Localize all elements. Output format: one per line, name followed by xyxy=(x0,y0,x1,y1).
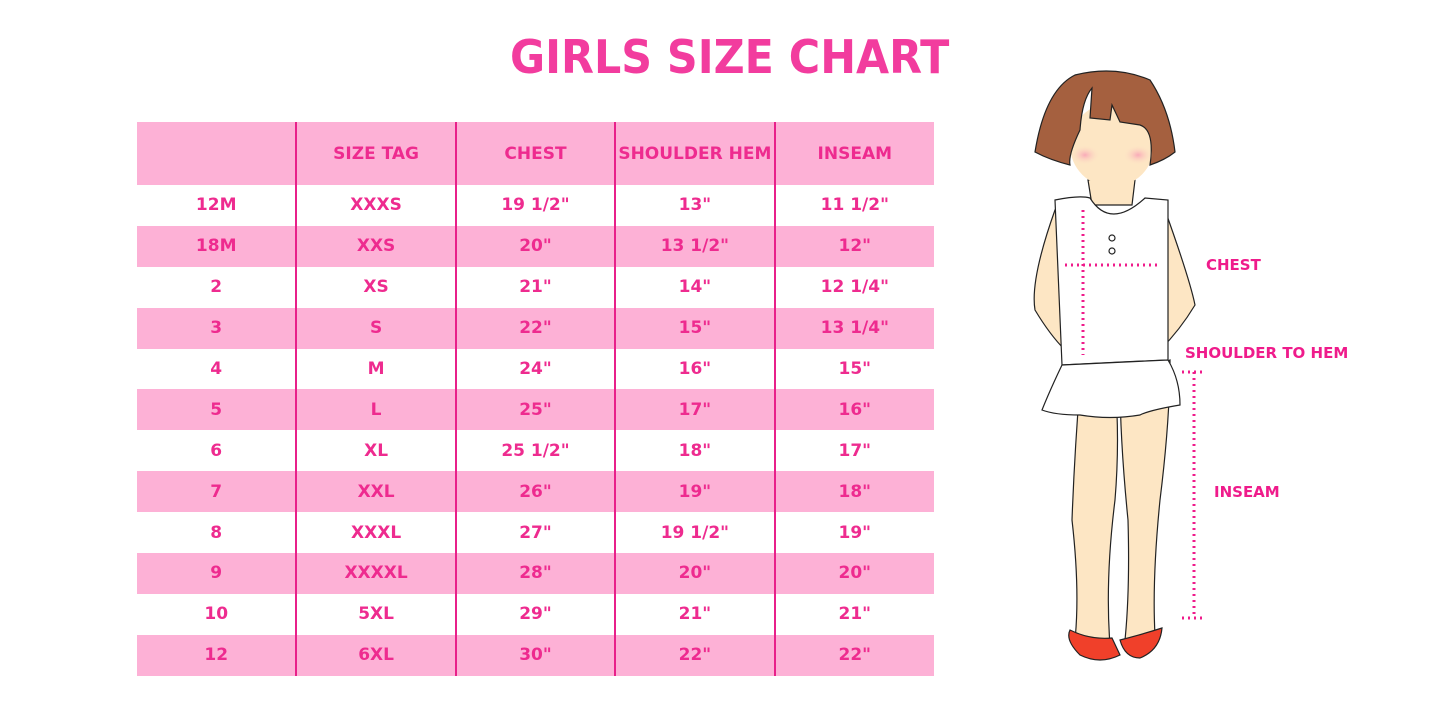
table-cell: 22" xyxy=(773,634,934,676)
table-row: 3 S 22" 15" 13 1/4" xyxy=(137,307,934,349)
table-cell: 13" xyxy=(614,185,775,226)
table-cell: 11 1/2" xyxy=(773,185,934,226)
table-cell: 21" xyxy=(454,266,616,308)
table-cell: 22" xyxy=(614,634,775,676)
table-cell: 3 xyxy=(137,307,297,349)
table-header-row: SIZE TAG CHEST SHOULDER HEM INSEAM xyxy=(137,122,934,185)
size-table: SIZE TAG CHEST SHOULDER HEM INSEAM 12M XXXS 1… xyxy=(137,122,934,676)
table-cell: 25 1/2" xyxy=(454,430,616,472)
girl-figure-svg xyxy=(1033,70,1202,661)
column-header: CHEST xyxy=(454,122,616,185)
table-cell: XXS xyxy=(295,225,456,267)
table-cell: 18" xyxy=(773,471,934,513)
table-cell: 29" xyxy=(454,593,616,635)
skirt xyxy=(1041,359,1181,419)
table-cell: 19" xyxy=(614,471,775,513)
table-cell: 26" xyxy=(454,471,616,513)
column-header xyxy=(137,122,297,185)
table-cell: 20" xyxy=(614,553,775,594)
table-cell: 16" xyxy=(614,348,775,390)
shirt xyxy=(1054,196,1169,366)
table-row: 8 XXXL 27" 19 1/2" 19" xyxy=(137,512,934,554)
table-cell: 21" xyxy=(773,593,934,635)
table-cell: 19" xyxy=(773,512,934,554)
table-row: 4 M 24" 16" 15" xyxy=(137,348,934,390)
table-cell: 15" xyxy=(614,307,775,349)
table-cell: 15" xyxy=(773,348,934,390)
table-row: 7 XXL 26" 19" 18" xyxy=(137,471,934,513)
table-cell: 28" xyxy=(454,553,616,594)
title-text: GIRLS SIZE CHART xyxy=(510,30,950,84)
table-cell: 19 1/2" xyxy=(614,512,775,554)
table-row: 9 XXXXL 28" 20" 20" xyxy=(137,553,934,594)
table-cell: 13 1/4" xyxy=(773,307,934,349)
table-cell: 5 xyxy=(137,389,297,431)
table-row: 2 XS 21" 14" 12 1/4" xyxy=(137,266,934,308)
table-cell: 21" xyxy=(614,593,775,635)
table-cell: XXL xyxy=(295,471,456,513)
girl-illustration: CHEST SHOULDER TO HEM INSEAM xyxy=(1020,60,1380,670)
right-shoe xyxy=(1119,627,1163,659)
table-cell: 9 xyxy=(137,553,297,594)
table-cell: 24" xyxy=(454,348,616,390)
column-header: SIZE TAG xyxy=(295,122,456,185)
table-cell: 12 1/4" xyxy=(773,266,934,308)
table-cell: 22" xyxy=(454,307,616,349)
table-cell: 2 xyxy=(210,277,223,298)
table-cell: 6XL xyxy=(295,634,456,676)
table-cell: XXXL xyxy=(295,512,456,554)
table-row: 10 5XL 29" 21" 21" xyxy=(137,593,934,635)
table-cell: 12" xyxy=(773,225,934,267)
table-row: 18M XXS 20" 13 1/2" 12" xyxy=(137,225,934,267)
table-cell: M xyxy=(295,348,456,390)
shoulder-to-hem-label: SHOULDER TO HEM xyxy=(1185,344,1349,362)
table-row: 12M XXXS 19 1/2" 13" 11 1/2" xyxy=(137,185,934,226)
table-row: 12 6XL 30" 22" 22" xyxy=(137,634,934,676)
table-cell: 19 1/2" xyxy=(454,185,616,226)
column-header: SHOULDER HEM xyxy=(614,122,775,185)
inseam-label: INSEAM xyxy=(1214,483,1280,501)
chest-label: CHEST xyxy=(1206,256,1261,274)
table-cell: 17" xyxy=(773,430,934,472)
table-row: 5 L 25" 17" 16" xyxy=(137,389,934,431)
table-cell: XL xyxy=(295,430,456,472)
table-cell: 10 xyxy=(204,604,229,625)
table-cell: 17" xyxy=(614,389,775,431)
table-cell: 12M xyxy=(195,195,237,216)
table-cell: XXXXL xyxy=(295,553,456,594)
table-cell: 16" xyxy=(773,389,934,431)
table-cell: 12 xyxy=(137,634,297,676)
table-cell: S xyxy=(295,307,456,349)
table-cell: 14" xyxy=(614,266,775,308)
table-cell: 18M xyxy=(137,225,297,267)
left-shoe xyxy=(1068,629,1121,661)
table-cell: 13 1/2" xyxy=(614,225,775,267)
table-cell: L xyxy=(295,389,456,431)
table-cell: 27" xyxy=(454,512,616,554)
table-cell: XXXS xyxy=(295,185,456,226)
table-cell: 4 xyxy=(210,359,223,379)
table-cell: 5XL xyxy=(295,593,456,635)
table-cell: 25" xyxy=(454,389,616,431)
table-cell: 18" xyxy=(614,430,775,472)
table-cell: 7 xyxy=(137,471,297,513)
table-cell: 20" xyxy=(454,225,616,267)
table-row: 6 XL 25 1/2" 18" 17" xyxy=(137,430,934,472)
table-cell: 20" xyxy=(773,553,934,594)
table-cell: XS xyxy=(295,266,456,308)
column-header: INSEAM xyxy=(773,122,934,185)
table-cell: 30" xyxy=(454,634,616,676)
table-cell: 8 xyxy=(210,522,223,543)
table-cell: 6 xyxy=(210,440,223,461)
